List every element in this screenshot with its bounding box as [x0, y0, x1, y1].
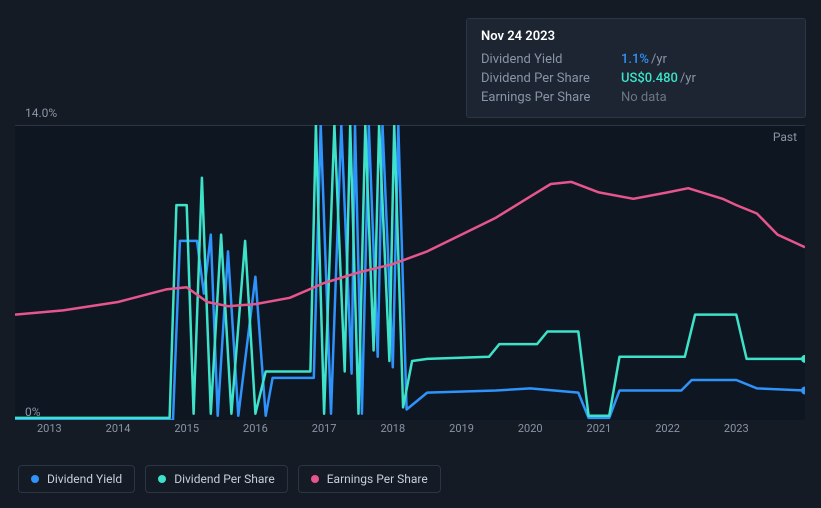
- tooltip-row: Earnings Per ShareNo data: [481, 88, 791, 107]
- x-axis-tick: 2022: [655, 422, 680, 435]
- x-axis-tick: 2015: [174, 422, 199, 435]
- x-axis-tick: 2013: [37, 422, 62, 435]
- past-label: Past: [773, 130, 797, 144]
- legend-label: Dividend Yield: [47, 472, 122, 486]
- tooltip-row: Dividend Per ShareUS$0.480 /yr: [481, 69, 791, 88]
- legend-dot-icon: [31, 475, 39, 483]
- legend-label: Dividend Per Share: [174, 472, 275, 486]
- tooltip-metric-value: 1.1%: [621, 52, 649, 67]
- tooltip-suffix: /yr: [680, 71, 696, 86]
- tooltip-metric-value: US$0.480: [621, 71, 678, 86]
- y-axis-min-label: 0%: [25, 405, 41, 419]
- tooltip-row: Dividend Yield1.1% /yr: [481, 50, 791, 69]
- x-axis-tick: 2021: [587, 422, 612, 435]
- tooltip-metric-label: Dividend Per Share: [481, 71, 621, 86]
- legend-item[interactable]: Dividend Per Share: [145, 465, 288, 493]
- tooltip-nodata: No data: [621, 90, 667, 105]
- x-axis-tick: 2020: [518, 422, 543, 435]
- x-axis-tick: 2014: [106, 422, 131, 435]
- x-axis-tick: 2017: [312, 422, 337, 435]
- x-axis-tick: 2016: [243, 422, 268, 435]
- chart-container: 14.0% Past 0% 2013 2014 2015 2016 2017 2018 20…: [15, 100, 805, 455]
- x-axis-tick: 2019: [449, 422, 474, 435]
- chart-legend: Dividend Yield Dividend Per Share Earnings…: [18, 465, 441, 493]
- tooltip-metric-label: Dividend Yield: [481, 52, 621, 67]
- chart-tooltip: Nov 24 2023 Dividend Yield1.1% /yrDivide…: [466, 18, 806, 118]
- tooltip-metric-label: Earnings Per Share: [481, 90, 621, 105]
- x-axis-tick: 2018: [380, 422, 405, 435]
- tooltip-suffix: /yr: [651, 52, 667, 67]
- legend-item[interactable]: Earnings Per Share: [298, 465, 441, 493]
- x-axis-tick: 2023: [724, 422, 749, 435]
- y-axis-max-label: 14.0%: [25, 106, 57, 120]
- legend-item[interactable]: Dividend Yield: [18, 465, 135, 493]
- chart-plot-area: [15, 125, 805, 420]
- legend-label: Earnings Per Share: [327, 472, 428, 486]
- legend-dot-icon: [311, 475, 319, 483]
- legend-dot-icon: [158, 475, 166, 483]
- tooltip-date: Nov 24 2023: [481, 29, 791, 44]
